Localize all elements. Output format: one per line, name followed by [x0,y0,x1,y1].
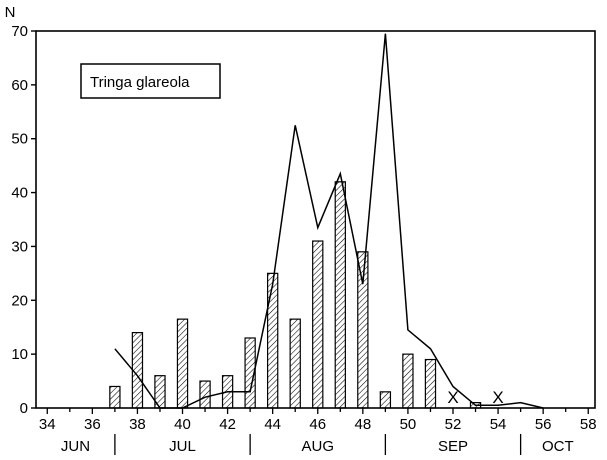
bar-week-47 [334,181,346,409]
y-tick-label-60: 60 [11,77,28,94]
y-tick-label-70: 70 [11,23,28,40]
month-label-oct: OCT [542,438,574,455]
marker-x-week-54: X [492,388,503,407]
x-tick-label-52: 52 [445,416,462,433]
x-tick-label-58: 58 [580,416,597,433]
plot-frame [35,30,596,409]
y-tick-label-40: 40 [11,185,28,202]
bar-week-45 [289,318,301,409]
bar-week-41 [199,380,211,409]
bar-week-46 [312,240,324,409]
x-tick-label-46: 46 [309,416,326,433]
x-tick-label-42: 42 [219,416,236,433]
bar-week-51 [424,358,437,409]
bar-week-40 [176,318,189,409]
marker-x-week-52: X [447,388,458,407]
y-tick-label-50: 50 [11,131,28,148]
x-tick-label-34: 34 [39,416,56,433]
legend: Tringa glareola [80,63,221,99]
series-line [114,33,544,409]
x-tick-label-38: 38 [129,416,146,433]
x-tick-label-36: 36 [84,416,101,433]
month-label-jul: JUL [169,438,196,455]
x-tick-label-40: 40 [174,416,191,433]
legend-label: Tringa glareola [90,74,190,91]
x-tick-label-56: 56 [535,416,552,433]
y-tick-label-0: 0 [20,400,28,417]
bar-week-37 [109,385,121,409]
legend-box [80,63,221,99]
y-tick-label-30: 30 [11,238,28,255]
month-label-jun: JUN [61,438,90,455]
axes-layer: 0 10 20 30 40 50 60 70 N 34 36 38 40 42 44 46 48 50 52 54 56… [5,4,597,455]
bar-week-50 [402,353,414,409]
month-label-aug: AUG [301,438,334,455]
x-tick-label-54: 54 [490,416,507,433]
x-tick-label-50: 50 [400,416,417,433]
bar-week-49 [379,391,392,409]
bar-week-44 [267,272,279,409]
month-label-sep: SEP [438,438,468,455]
bar-week-48 [357,251,369,409]
y-axis-label: N [5,4,16,21]
x-tick-label-48: 48 [354,416,371,433]
bars-layer [109,181,482,409]
y-tick-label-20: 20 [11,292,28,309]
bar-week-38 [131,332,144,409]
y-tick-label-10: 10 [11,346,28,363]
x-tick-label-44: 44 [264,416,281,433]
